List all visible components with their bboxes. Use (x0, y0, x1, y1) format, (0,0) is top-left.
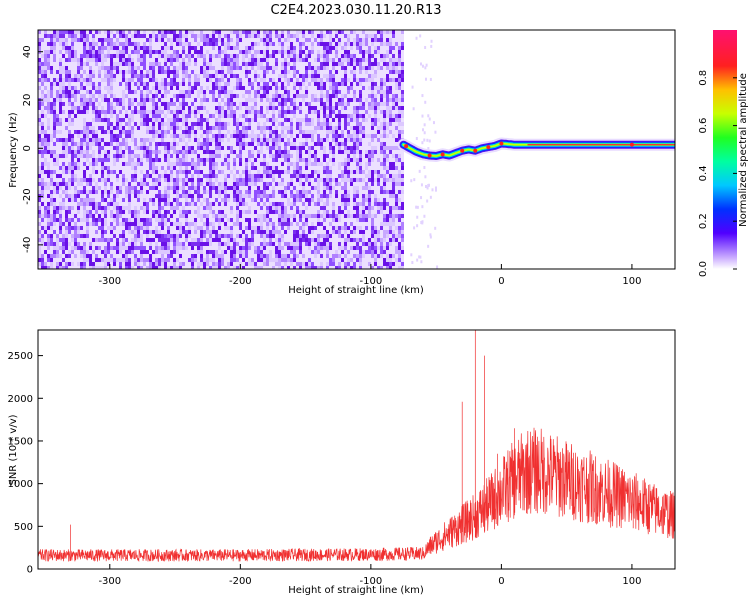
snr-frame (37, 329, 676, 570)
spectrogram-x-axis-title: Height of straight line (km) (288, 285, 424, 296)
y-tick-label: 1500 (8, 436, 33, 447)
colorbar-tick-label: 0.0 (698, 261, 709, 277)
spectrogram-x-ticks: -300 -200 -100 0 100 (98, 264, 641, 287)
x-tick-label: 100 (622, 576, 641, 587)
colorbar-tick-label: 0.6 (698, 118, 709, 134)
snr-y-axis-title: SNR (10 * v/v) (8, 414, 19, 485)
spectrogram-frame (37, 29, 676, 270)
y-tick-label: 500 (14, 522, 33, 533)
colorbar-title: Normalized spectral amplitude (738, 73, 749, 227)
y-tick-label: 40 (22, 45, 33, 58)
y-tick-label: 20 (22, 94, 33, 107)
x-tick-label: 100 (622, 276, 641, 287)
snr-x-axis-title: Height of straight line (km) (288, 585, 424, 596)
colorbar-gradient (713, 30, 737, 269)
y-tick-label: 1000 (8, 479, 33, 490)
snr-plot-area (38, 330, 675, 563)
colorbar-tick-label: 0.4 (698, 165, 709, 181)
x-tick-label: -300 (98, 576, 121, 587)
x-tick-label: -200 (229, 276, 252, 287)
x-tick-label: -100 (360, 576, 383, 587)
spectrogram-y-ticks: -40 -20 0 20 40 (22, 45, 43, 253)
spectrogram-y-axis-title: Frequency (Hz) (8, 112, 19, 188)
y-tick-label: 0 (27, 565, 33, 576)
y-tick-label: -40 (22, 237, 33, 253)
colorbar: 0.0 0.2 0.4 0.6 0.8 Normalized spectral ampl… (698, 30, 749, 277)
y-tick-label: 2500 (8, 351, 33, 362)
colorbar-ticks: 0.0 0.2 0.4 0.6 0.8 (698, 70, 737, 277)
signal-trace (397, 137, 675, 162)
colorbar-tick-label: 0.8 (698, 70, 709, 86)
page-title: C2E4.2023.030.11.20.R13 (270, 3, 441, 18)
spectrogram-plot-area (38, 30, 675, 269)
x-tick-label: 0 (498, 576, 504, 587)
colorbar-tick-label: 0.2 (698, 213, 709, 229)
x-tick-label: 0 (498, 276, 504, 287)
snr-y-ticks: 0 500 1000 1500 2000 2500 (8, 351, 43, 576)
y-tick-label: 2000 (8, 394, 33, 405)
snr-x-ticks: -300 -200 -100 0 100 (98, 564, 641, 587)
snr-panel: -300 -200 -100 0 100 0 500 1000 1500 2000 2500 He… (8, 329, 676, 596)
y-tick-label: 0 (22, 145, 33, 151)
x-tick-label: -200 (229, 576, 252, 587)
noise-cells (38, 30, 439, 269)
x-tick-label: -300 (98, 276, 121, 287)
x-tick-label: -100 (360, 276, 383, 287)
snr-series-line (38, 330, 675, 563)
y-tick-label: -20 (22, 188, 33, 204)
